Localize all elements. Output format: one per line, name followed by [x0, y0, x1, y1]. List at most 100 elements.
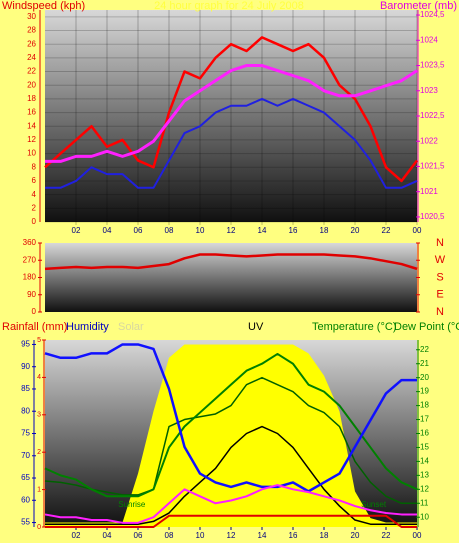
series-line: [45, 425, 417, 525]
header-label: Windspeed (kph): [2, 0, 85, 12]
y2-tick-label: 11: [420, 498, 429, 507]
x-tick-label: 06: [134, 531, 143, 540]
y3-tick-label: 0: [37, 524, 41, 531]
y-tick-label: 0: [32, 217, 37, 226]
y3-tick-label: 2: [37, 449, 41, 456]
x-tick-label: 12: [227, 226, 236, 235]
y-tick-label: 60: [21, 495, 30, 504]
y2-tick-label: 1022,5: [420, 111, 445, 120]
x-tick-label: 20: [351, 531, 360, 540]
header-label: Barometer (mb): [380, 0, 457, 12]
y-tick-label: 24: [27, 53, 36, 62]
y2-tick-label: 1024: [420, 35, 438, 44]
y2-tick-label: 20: [420, 373, 429, 382]
y2-tick-label: W: [435, 254, 446, 266]
y3-tick-label: 4: [37, 374, 41, 381]
y2-tick-label: 14: [420, 457, 429, 466]
y-tick-label: 20: [27, 80, 36, 89]
y2-tick-label: 15: [420, 443, 429, 452]
x-tick-label: 18: [320, 226, 329, 235]
y2-tick-label: 22: [420, 345, 429, 354]
x-tick-label: 10: [196, 531, 205, 540]
y-tick-label: 95: [21, 340, 30, 349]
y-tick-label: 65: [21, 473, 30, 482]
series-line: [44, 484, 417, 524]
y2-tick-label: N: [436, 306, 444, 318]
y2-tick-label: 1023,5: [420, 61, 445, 70]
header-label: Dew Point (°C): [394, 321, 459, 333]
series-line: [45, 97, 418, 189]
series-line: [44, 36, 418, 183]
y3-tick-label: 3: [37, 412, 41, 419]
y2-tick-label: 19: [420, 387, 429, 396]
y2-tick-label: 21: [420, 359, 429, 368]
x-tick-label: 20: [351, 226, 360, 235]
y-tick-label: 28: [27, 26, 36, 35]
annotation: Sunrise: [118, 500, 146, 509]
annotation: Sunset: [361, 500, 387, 509]
y2-tick-label: 17: [420, 415, 429, 424]
y2-tick-label: 13: [420, 470, 429, 479]
series-line: [44, 343, 417, 493]
x-tick-label: 16: [289, 226, 298, 235]
y2-tick-label: 1021: [420, 187, 438, 196]
y-tick-label: 2: [32, 203, 37, 212]
y-tick-label: 18: [27, 94, 36, 103]
x-tick-label: 02: [72, 531, 81, 540]
y-tick-label: 90: [27, 290, 36, 299]
y-tick-label: 6: [32, 176, 37, 185]
x-tick-label: 00: [413, 226, 422, 235]
y-tick-label: 8: [32, 162, 37, 171]
y-tick-label: 360: [23, 238, 37, 247]
x-tick-label: 14: [258, 226, 267, 235]
x-tick-label: 04: [103, 226, 112, 235]
y-tick-label: 180: [23, 273, 37, 282]
y-tick-label: 85: [21, 384, 30, 393]
x-tick-label: 08: [165, 531, 174, 540]
y2-tick-label: 16: [420, 429, 429, 438]
y-tick-label: 30: [27, 12, 36, 21]
series-line: [44, 376, 417, 505]
y-tick-label: 70: [21, 451, 30, 460]
x-tick-label: 22: [382, 531, 391, 540]
y-tick-label: 16: [27, 108, 36, 117]
header-label: UV: [248, 321, 264, 333]
y2-tick-label: 1021,5: [420, 162, 445, 171]
y-tick-label: 10: [27, 149, 36, 158]
y2-tick-label: 12: [420, 484, 429, 493]
y2-tick-label: N: [436, 237, 444, 249]
y2-tick-label: 1020,5: [420, 212, 445, 221]
y2-tick-label: E: [436, 289, 443, 301]
y-tick-label: 75: [21, 429, 30, 438]
x-tick-label: 14: [258, 531, 267, 540]
x-tick-label: 02: [72, 226, 81, 235]
y2-tick-label: 1023: [420, 86, 438, 95]
y-tick-label: 0: [32, 307, 37, 316]
x-tick-label: 10: [196, 226, 205, 235]
y3-tick-label: 1: [37, 486, 41, 493]
header-label: Solar: [118, 321, 144, 333]
x-tick-label: 04: [103, 531, 112, 540]
x-tick-label: 06: [134, 226, 143, 235]
x-tick-label: 12: [227, 531, 236, 540]
plot-area: [45, 243, 417, 312]
series-line: [45, 64, 418, 163]
x-tick-label: 22: [382, 226, 391, 235]
y2-tick-label: S: [436, 271, 443, 283]
header-label: Rainfall (mm): [2, 321, 67, 333]
header-label: 24 hour graph for 24 July 2008: [154, 0, 304, 12]
x-tick-label: 08: [165, 226, 174, 235]
series-line: [44, 253, 418, 271]
header-label: Humidity: [66, 321, 109, 333]
header-label: Temperature (°C): [312, 321, 396, 333]
y2-tick-label: 18: [420, 401, 429, 410]
x-tick-label: 00: [413, 531, 422, 540]
y-tick-label: 4: [32, 190, 37, 199]
y-tick-label: 270: [23, 255, 37, 264]
y-tick-label: 14: [27, 121, 36, 130]
y-tick-label: 22: [27, 67, 36, 76]
y-tick-label: 55: [21, 518, 30, 527]
y-tick-label: 90: [21, 362, 30, 371]
x-tick-label: 18: [320, 531, 329, 540]
